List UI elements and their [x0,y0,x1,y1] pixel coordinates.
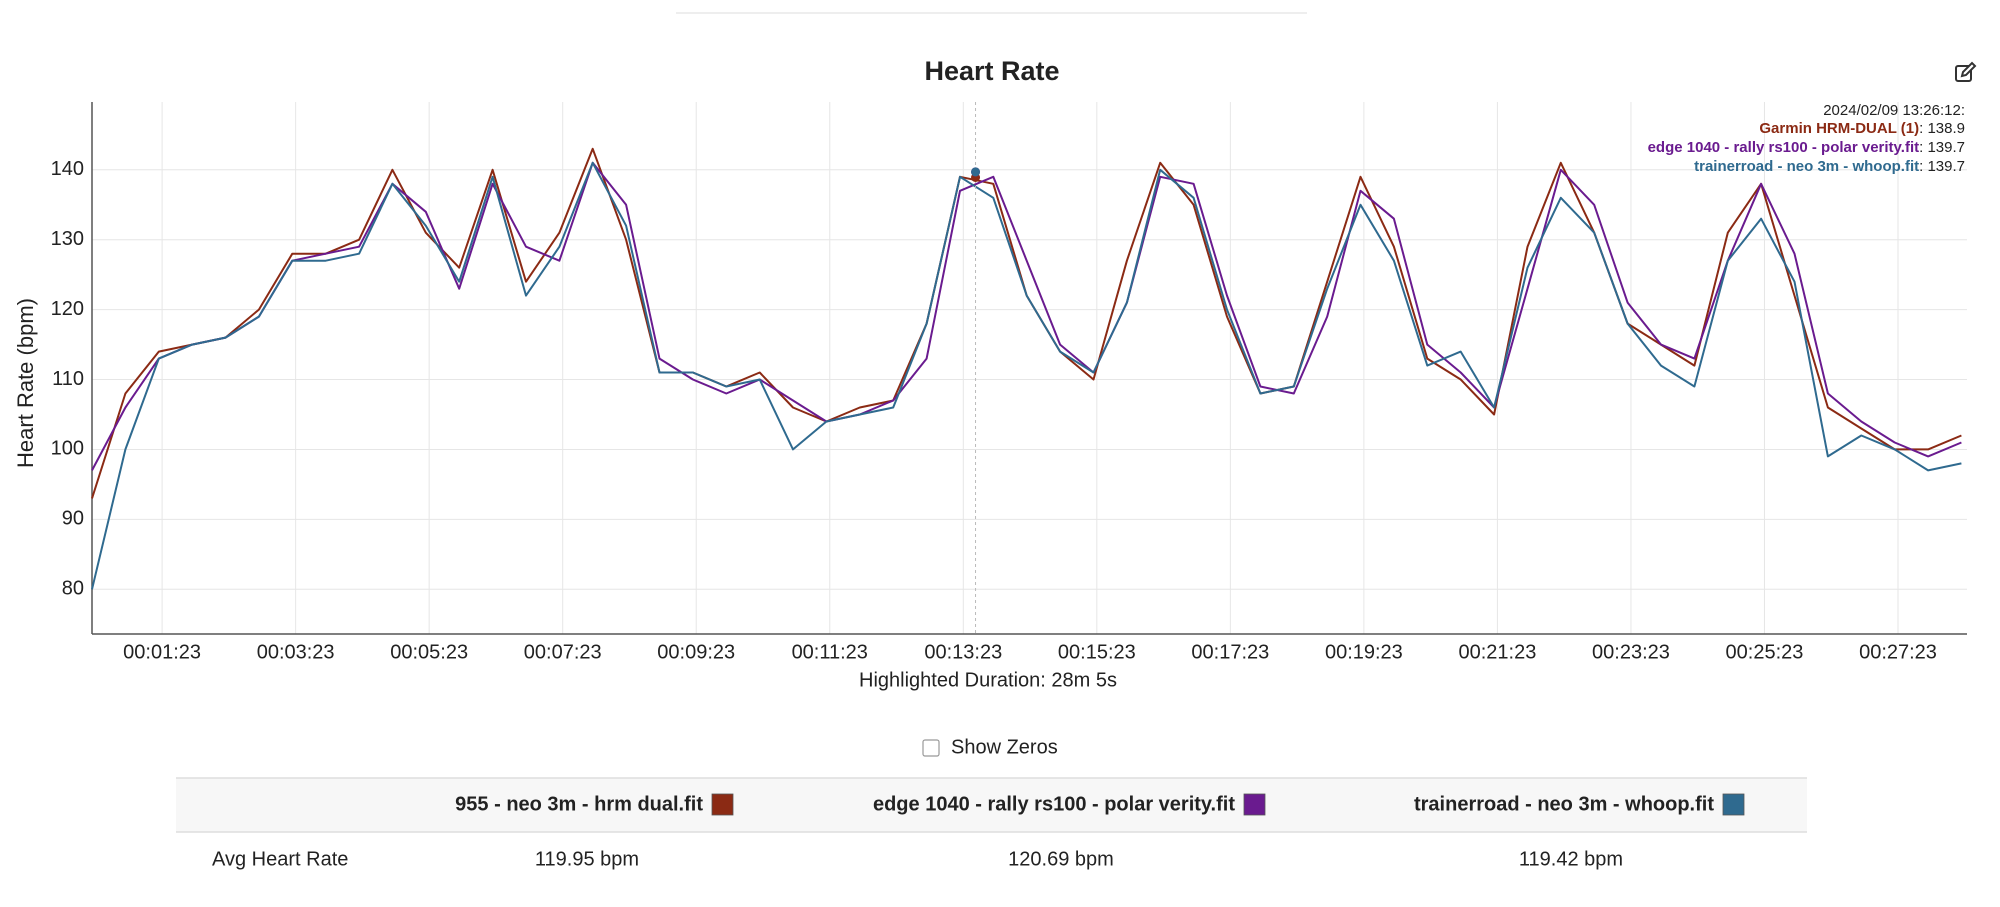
table-header: edge 1040 - rally rs100 - polar verity.f… [873,793,1235,815]
series-line [91,161,1962,471]
x-tick-label: 00:13:23 [924,641,1002,663]
table-row-label: Avg Heart Rate [212,848,348,870]
x-tick-label: 00:23:23 [1592,641,1670,663]
y-tick-label: 100 [51,438,84,460]
x-tick-label: 00:05:23 [390,641,468,663]
tooltip-name: edge 1040 - rally rs100 - polar verity.f… [1648,139,1920,156]
tooltip-value: : 139.7 [1919,139,1965,156]
x-tick-label: 00:07:23 [524,641,602,663]
tooltip-entry: edge 1040 - rally rs100 - polar verity.f… [1648,139,1965,156]
x-tick-label: 00:11:23 [792,641,868,663]
table-header: 955 - neo 3m - hrm dual.fit [455,793,703,815]
table-header: trainerroad - neo 3m - whoop.fit [1414,793,1714,815]
chart-title: Heart Rate [924,56,1059,86]
y-tick-label: 120 [51,298,84,320]
y-tick-label: 130 [51,228,84,250]
x-tick-label: 00:17:23 [1191,641,1269,663]
tooltip-entry: trainerroad - neo 3m - whoop.fit: 139.7 [1694,158,1965,175]
x-tick-label: 00:25:23 [1726,641,1804,663]
x-tick-label: 00:27:23 [1859,641,1937,663]
table-header-bg [176,778,1807,832]
legend-swatch [711,793,734,816]
y-axis-label: Heart Rate (bpm) [13,298,38,468]
table-cell: 120.69 bpm [1008,848,1114,870]
edit-icon-box[interactable] [1955,65,1972,82]
table-cell: 119.95 bpm [535,848,639,870]
y-tick-label: 80 [62,578,84,600]
legend-swatch [1243,793,1266,816]
y-tick-label: 110 [52,368,84,390]
checkbox-label[interactable]: Show Zeros [951,736,1058,758]
hover-dot [971,167,981,177]
checkbox[interactable] [922,739,940,757]
series-line [91,161,1962,590]
tooltip-name: trainerroad - neo 3m - whoop.fit [1694,158,1919,175]
table-cell: 119.42 bpm [1519,848,1623,870]
tooltip-value: : 139.7 [1919,158,1965,175]
tooltip-name: Garmin HRM-DUAL (1) [1759,120,1919,137]
x-tick-label: 00:19:23 [1325,641,1403,663]
edit-icon-pencil[interactable] [1960,61,1977,78]
tooltip-value: : 138.9 [1919,120,1965,137]
tooltip-time: 2024/02/09 13:26:12: [1823,102,1965,119]
tooltip-entry: Garmin HRM-DUAL (1): 138.9 [1759,120,1965,137]
x-tick-label: 00:01:23 [123,641,201,663]
series-line [91,147,1962,499]
x-axis-label: Highlighted Duration: 28m 5s [859,669,1117,691]
x-tick-label: 00:03:23 [257,641,335,663]
y-tick-label: 90 [62,508,84,530]
legend-swatch [1722,793,1745,816]
x-tick-label: 00:21:23 [1458,641,1536,663]
edit-icon[interactable] [1955,61,1977,82]
y-tick-label: 140 [51,158,84,180]
x-tick-label: 00:15:23 [1058,641,1136,663]
x-tick-label: 00:09:23 [657,641,735,663]
